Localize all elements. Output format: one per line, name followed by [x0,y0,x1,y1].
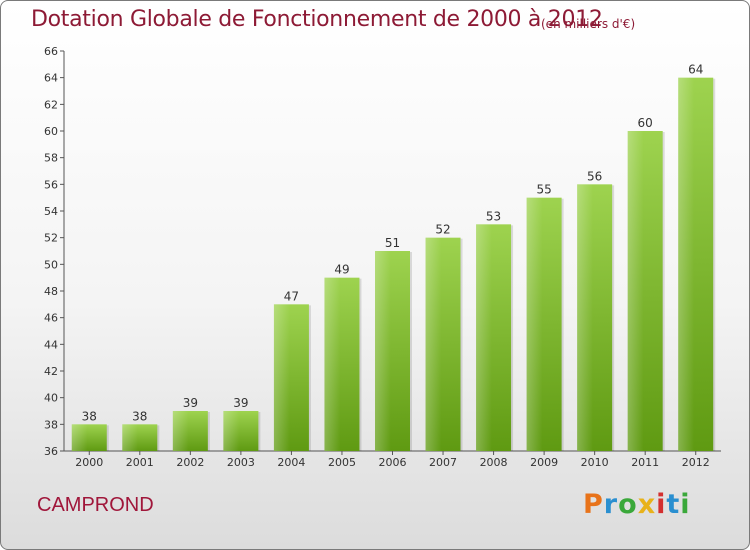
bar-highlight [324,277,341,451]
x-tick-label: 2012 [682,456,710,469]
logo-letter: o [618,489,638,520]
y-tick-label: 60 [44,125,58,138]
bar-value-label: 38 [132,409,147,423]
bar-value-label: 56 [587,169,602,183]
x-tick-label: 2001 [126,456,154,469]
bar-value-label: 55 [536,183,551,197]
bar-value-label: 51 [385,236,400,250]
logo-letter: i [656,489,667,520]
y-tick-label: 46 [44,312,58,325]
bar-highlight [122,424,139,451]
bar-highlight [425,237,442,451]
bar-highlight [678,77,694,452]
bar-value-label: 47 [284,289,299,303]
bar-highlight [375,251,391,451]
y-tick-label: 52 [44,232,58,245]
y-tick-label: 42 [44,365,58,378]
x-tick-label: 2000 [75,456,103,469]
bar-highlight [476,224,492,451]
y-tick-label: 50 [44,258,58,271]
bar-value-label: 39 [233,396,248,410]
y-tick-label: 62 [44,98,58,111]
proxiti-logo[interactable]: Proxiti [583,489,691,520]
logo-letter: t [666,489,681,520]
y-tick-label: 56 [44,178,58,191]
bar-highlight [577,184,593,452]
y-tick-label: 48 [44,285,58,298]
bar-value-label: 53 [486,209,501,223]
x-tick-label: 2008 [480,456,508,469]
x-tick-label: 2006 [379,456,407,469]
x-tick-label: 2007 [429,456,457,469]
commune-name: CAMPROND [37,494,154,516]
x-tick-label: 2002 [176,456,204,469]
y-tick-label: 40 [44,392,58,405]
y-tick-label: 66 [44,45,58,58]
chart-subtitle: (en milliers d'€) [541,17,636,31]
chart-title: Dotation Globale de Fonctionnement de 20… [31,7,603,32]
y-tick-label: 44 [44,338,58,351]
y-tick-label: 36 [44,445,58,458]
bar-highlight [273,304,290,451]
bar-value-label: 60 [638,116,653,130]
bar-highlight [526,197,543,451]
x-tick-label: 2011 [631,456,659,469]
y-tick-label: 54 [44,205,58,218]
logo-letter: i [680,489,691,520]
x-tick-label: 2003 [227,456,255,469]
bars: 38 38 39 39 47 49 51 52 53 55 56 60 64 [71,63,716,452]
bar-highlight [223,411,240,451]
x-tick-label: 2010 [581,456,609,469]
logo-letter: r [603,489,619,520]
bar-value-label: 64 [688,63,703,77]
x-tick-label: 2005 [328,456,356,469]
y-tick-label: 58 [44,152,58,165]
logo-letter: x [637,489,657,520]
bar-value-label: 38 [82,409,97,423]
logo-letter: P [583,489,604,520]
y-tick-label: 64 [44,72,58,85]
y-tick-label: 38 [44,418,58,431]
bar-value-label: 39 [183,396,198,410]
bar-highlight [172,411,189,451]
x-tick-label: 2004 [277,456,305,469]
bar-value-label: 49 [334,263,349,277]
bar-highlight [71,424,88,451]
x-tick-label: 2009 [530,456,558,469]
axes: 36 38 40 42 44 46 48 50 52 54 56 58 60 62 64 66 2000 2001… [44,45,721,469]
bar-highlight [627,131,644,451]
bar-value-label: 52 [435,223,450,237]
